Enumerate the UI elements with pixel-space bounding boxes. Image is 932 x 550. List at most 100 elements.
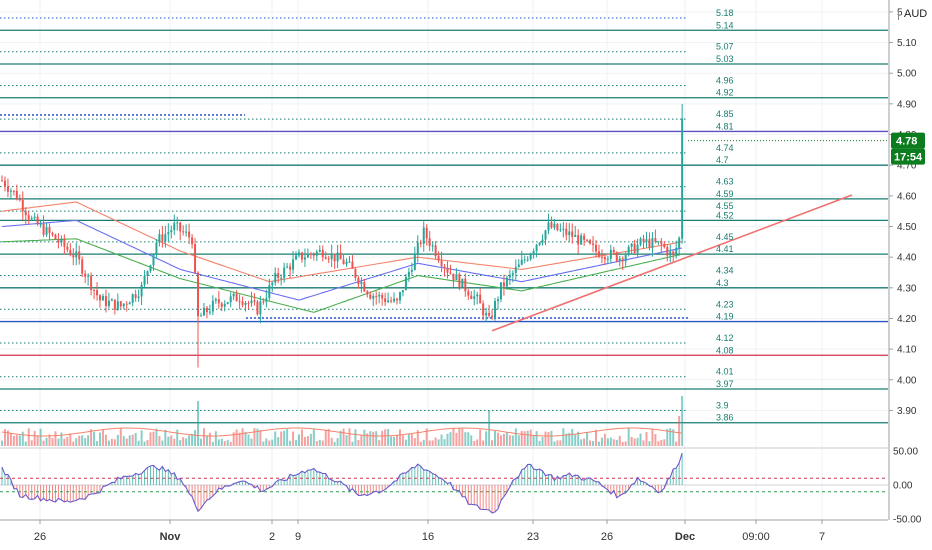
candle-body (318, 249, 321, 252)
volume-bar (354, 429, 357, 446)
candle-body (292, 259, 295, 270)
level-label: 5.18 (716, 8, 734, 18)
volume-bar (458, 428, 461, 446)
candle-body (185, 231, 188, 233)
volume-bar (283, 430, 286, 446)
volume-bar (244, 431, 247, 446)
volume-bar (277, 437, 280, 446)
candle-body (140, 284, 143, 297)
level-label: 4.63 (716, 177, 734, 187)
level-labels: 5.18 5.14 5.07 5.03 4.96 4.92 4.85 4.81 4.74 4.7 4… (716, 8, 734, 423)
candle-body (1, 180, 3, 182)
volume-bar (262, 441, 265, 446)
volume-bar (300, 429, 303, 446)
volume-bar (238, 432, 241, 446)
candle-body (336, 252, 339, 262)
candle-body (238, 301, 241, 303)
volume-bar (532, 435, 535, 446)
candle-body (416, 242, 419, 254)
volume-bar (191, 433, 194, 446)
candle-body (470, 295, 473, 299)
trendline-segment[interactable] (491, 194, 853, 332)
candle-body (259, 301, 262, 315)
candle-body (321, 249, 324, 258)
currency-marker-icon (898, 10, 899, 20)
candle-body (476, 294, 479, 297)
volume-bar (672, 429, 675, 446)
volume-bar (158, 435, 161, 446)
candle-body (535, 244, 538, 252)
price-tick-label: 5.00 (897, 69, 917, 80)
candle-body (413, 253, 416, 270)
volume-bar (404, 439, 407, 446)
volume-bar (179, 440, 182, 446)
countdown-badge (891, 148, 925, 165)
volume-bar (455, 432, 458, 446)
candle-body (155, 242, 158, 254)
volume-bar (390, 436, 393, 446)
volume-bar (30, 440, 33, 446)
volume-bar (568, 432, 571, 446)
volume-bar (645, 431, 648, 446)
candle-body (657, 241, 660, 243)
volume-bar (381, 430, 384, 446)
volume-bar (473, 440, 476, 446)
volume-bar (577, 431, 580, 446)
candle-body (574, 235, 577, 237)
volume-bar (6, 430, 9, 446)
volume-bar (9, 433, 12, 446)
candle-body (609, 249, 612, 259)
volume-bar (642, 440, 645, 446)
volume-bar (143, 441, 146, 446)
trendline[interactable] (491, 194, 853, 332)
volume-bar (15, 435, 18, 446)
volume-bar (651, 428, 654, 446)
candle-body (425, 227, 428, 239)
volume-bar (675, 441, 678, 446)
price-tick-label: 4.60 (897, 191, 917, 202)
volume-bar (443, 439, 446, 446)
time-tick-label: Nov (160, 531, 182, 543)
candle-body (232, 293, 235, 297)
candle-body (675, 247, 678, 255)
volume-bar (298, 434, 300, 446)
candle-body (84, 273, 87, 277)
candle-body (116, 301, 119, 310)
level-label: 4.01 (716, 367, 734, 377)
volume-bar (396, 434, 399, 446)
candle-body (508, 274, 511, 278)
candle-body (422, 227, 425, 244)
candle-body (330, 253, 333, 260)
volume-bar (428, 440, 431, 446)
volume-bar (615, 439, 618, 446)
candle-body (271, 282, 274, 286)
volume-bar (520, 430, 523, 446)
candle-body (143, 275, 146, 285)
volume-bar (624, 441, 627, 446)
candle-body (366, 291, 369, 295)
candle-body (636, 244, 639, 253)
volume-bar (194, 430, 197, 446)
volume-bar (220, 438, 223, 446)
volume-bar (60, 432, 63, 446)
candle-body (6, 186, 9, 192)
candle-body (390, 300, 393, 302)
candle-body (615, 252, 618, 262)
candle-body (104, 296, 107, 307)
volume-bar (173, 438, 176, 446)
candle-body (39, 223, 42, 225)
volume-bar (494, 430, 497, 446)
volume-bar (101, 429, 104, 446)
candle-body (559, 229, 562, 231)
candle-body (669, 251, 672, 256)
candle-body (199, 315, 202, 317)
currency-label[interactable]: AUD (902, 8, 930, 20)
candle-body (568, 231, 571, 236)
candle-body (666, 247, 669, 256)
volume-bar (155, 428, 158, 446)
candle-body (523, 259, 526, 261)
candle-body (241, 301, 244, 305)
volume-bar (419, 441, 422, 446)
volume-bar (226, 439, 229, 446)
candle-body (309, 253, 312, 255)
